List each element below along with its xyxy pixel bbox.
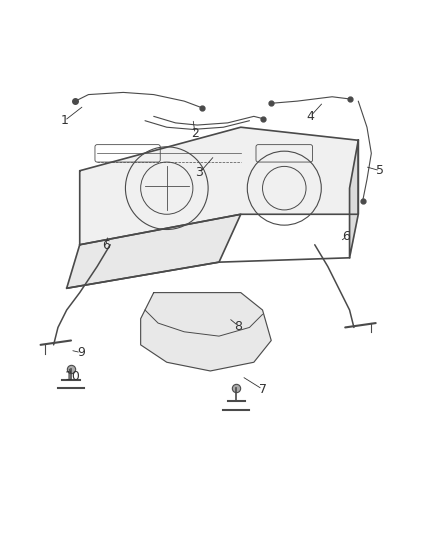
Text: 7: 7 xyxy=(258,383,266,395)
Text: 10: 10 xyxy=(64,370,80,383)
Text: 5: 5 xyxy=(376,164,384,177)
Text: 6: 6 xyxy=(102,239,110,252)
Polygon shape xyxy=(80,127,358,245)
Text: 6: 6 xyxy=(343,230,350,244)
Polygon shape xyxy=(67,214,241,288)
Text: 9: 9 xyxy=(77,346,85,359)
Polygon shape xyxy=(350,140,358,258)
Text: 1: 1 xyxy=(60,114,68,127)
Text: 8: 8 xyxy=(235,320,243,333)
Polygon shape xyxy=(141,293,271,371)
Text: 3: 3 xyxy=(195,166,203,180)
Text: 4: 4 xyxy=(307,110,314,123)
Text: 2: 2 xyxy=(191,127,199,140)
